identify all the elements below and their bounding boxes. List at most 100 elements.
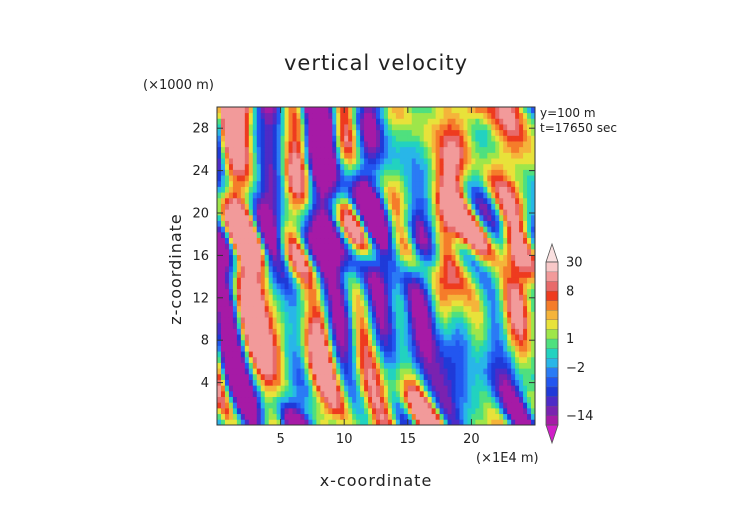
heatmap-cell xyxy=(443,231,448,239)
heatmap-cell xyxy=(427,163,433,170)
heatmap-cell xyxy=(332,368,337,375)
heatmap-cell xyxy=(248,107,254,114)
heatmap-cell xyxy=(368,317,373,324)
heatmap-cell xyxy=(260,317,266,324)
heatmap-cell xyxy=(217,214,222,221)
heatmap-cell xyxy=(260,356,266,363)
heatmap-cell xyxy=(244,419,250,425)
heatmap-cell xyxy=(264,317,270,324)
heatmap-cell xyxy=(240,328,246,335)
heatmap-cell xyxy=(443,186,448,193)
heatmap-cell xyxy=(308,351,313,358)
heatmap-cell xyxy=(336,180,341,187)
heatmap-cell xyxy=(423,152,429,159)
heatmap-cell xyxy=(399,146,405,153)
heatmap-cell xyxy=(312,107,317,114)
heatmap-cell xyxy=(419,271,425,278)
heatmap-cell xyxy=(395,163,401,170)
heatmap-cell xyxy=(264,311,270,318)
heatmap-cell xyxy=(451,339,456,346)
heatmap-cell xyxy=(288,311,293,318)
heatmap-cell xyxy=(523,328,528,335)
heatmap-cell xyxy=(447,413,452,420)
heatmap-cell xyxy=(328,175,333,182)
heatmap-cell xyxy=(312,277,317,284)
heatmap-cell xyxy=(383,169,389,176)
heatmap-cell xyxy=(475,141,480,148)
heatmap-cell xyxy=(523,390,528,398)
heatmap-cell xyxy=(276,203,282,210)
heatmap-cell xyxy=(304,118,309,125)
heatmap-cell xyxy=(352,129,357,136)
heatmap-cell xyxy=(280,129,285,136)
heatmap-cell xyxy=(280,311,285,318)
heatmap-cell xyxy=(459,379,464,386)
heatmap-cell xyxy=(415,317,421,324)
heatmap-cell xyxy=(280,356,285,363)
heatmap-cell xyxy=(372,169,377,176)
heatmap-cell xyxy=(443,163,448,170)
heatmap-cell xyxy=(431,107,437,114)
heatmap-cell xyxy=(304,351,309,358)
heatmap-cell xyxy=(415,300,421,307)
heatmap-cell xyxy=(252,231,258,239)
heatmap-cell xyxy=(491,288,496,295)
heatmap-cell xyxy=(312,146,317,153)
heatmap-cell xyxy=(360,351,365,358)
heatmap-cell xyxy=(479,118,484,125)
heatmap-cell xyxy=(455,237,460,244)
heatmap-cell xyxy=(320,214,325,221)
heatmap-cell xyxy=(419,311,425,318)
heatmap-cell xyxy=(499,158,504,165)
heatmap-cell xyxy=(467,283,472,290)
heatmap-cell xyxy=(320,283,325,290)
heatmap-cell xyxy=(252,283,258,290)
heatmap-cell xyxy=(419,277,425,284)
heatmap-cell xyxy=(284,175,289,182)
heatmap-cell xyxy=(372,356,377,363)
heatmap-cell xyxy=(220,260,226,267)
heatmap-cell xyxy=(395,339,401,346)
heatmap-cell xyxy=(519,107,524,114)
heatmap-cell xyxy=(387,407,393,415)
heatmap-cell xyxy=(487,396,492,403)
heatmap-cell xyxy=(320,192,325,199)
heatmap-cell xyxy=(364,339,369,346)
heatmap-cell xyxy=(288,226,293,233)
heatmap-cell xyxy=(280,339,285,346)
heatmap-cell xyxy=(364,373,369,380)
heatmap-cell xyxy=(336,277,341,284)
heatmap-cell xyxy=(527,163,532,170)
heatmap-cell xyxy=(395,203,401,210)
heatmap-cell xyxy=(256,254,262,261)
heatmap-cell xyxy=(511,163,516,170)
heatmap-cell xyxy=(431,402,437,409)
heatmap-cell xyxy=(403,407,409,415)
heatmap-cell xyxy=(387,146,393,153)
heatmap-cell xyxy=(475,368,480,375)
heatmap-cell xyxy=(475,322,480,329)
heatmap-cell xyxy=(479,180,484,187)
heatmap-cell xyxy=(232,328,238,335)
heatmap-cell xyxy=(344,328,349,335)
heatmap-cell xyxy=(328,328,333,335)
heatmap-cell xyxy=(507,294,512,301)
heatmap-cell xyxy=(431,283,437,290)
heatmap-cell xyxy=(411,356,417,363)
heatmap-cell xyxy=(399,271,405,278)
heatmap-cell xyxy=(483,396,488,403)
heatmap-cell xyxy=(499,300,504,307)
heatmap-cell xyxy=(340,231,345,239)
heatmap-cell xyxy=(288,362,293,369)
heatmap-cell xyxy=(523,305,528,312)
heatmap-cell xyxy=(232,345,238,352)
heatmap-cell xyxy=(527,345,532,352)
heatmap-cell xyxy=(511,305,516,312)
heatmap-cell xyxy=(527,231,532,239)
heatmap-cell xyxy=(248,385,254,392)
heatmap-cell xyxy=(487,220,492,227)
heatmap-cell xyxy=(483,334,488,341)
heatmap-cell xyxy=(332,243,337,250)
heatmap-cell xyxy=(523,345,528,352)
heatmap-cell xyxy=(411,220,417,227)
